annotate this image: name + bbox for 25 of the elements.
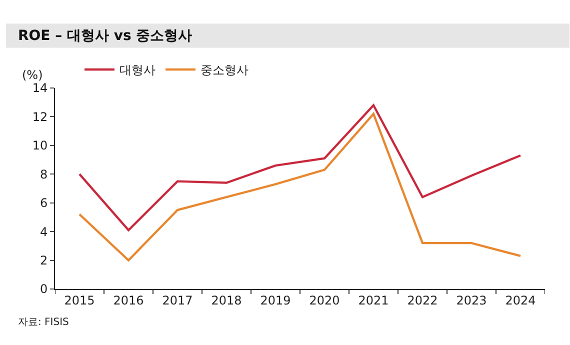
y-tick-label: 4 xyxy=(40,224,48,239)
x-tick-label: 2022 xyxy=(407,293,438,308)
x-tick-label: 2017 xyxy=(162,293,193,308)
y-tick-label: 14 xyxy=(32,81,48,96)
x-tick-label: 2021 xyxy=(358,293,389,308)
legend-label: 대형사 xyxy=(120,63,156,78)
legend-label: 중소형사 xyxy=(200,63,248,78)
chart-title: ROE – 대형사 vs 중소형사 xyxy=(18,28,192,44)
x-tick-label: 2015 xyxy=(64,293,95,308)
y-tick-label: 2 xyxy=(40,253,48,268)
x-tick-label: 2024 xyxy=(505,293,536,308)
y-tick-label: 6 xyxy=(40,196,48,210)
y-tick-label: 0 xyxy=(40,282,48,296)
line-series xyxy=(78,112,522,262)
text: 자료: FISIS xyxy=(18,317,69,328)
x-tick-label: 2018 xyxy=(211,293,242,308)
x-tick-label: 2016 xyxy=(113,293,144,308)
y-tick-label: 8 xyxy=(40,167,48,182)
x-tick-label: 2019 xyxy=(260,293,291,308)
x-tick-label: 2023 xyxy=(456,293,487,308)
y-axis-title: (%) xyxy=(22,68,43,82)
y-tick-label: 12 xyxy=(32,110,48,124)
line-series xyxy=(78,104,522,232)
x-tick-label: 2020 xyxy=(309,293,340,308)
y-tick-label: 10 xyxy=(32,138,48,153)
